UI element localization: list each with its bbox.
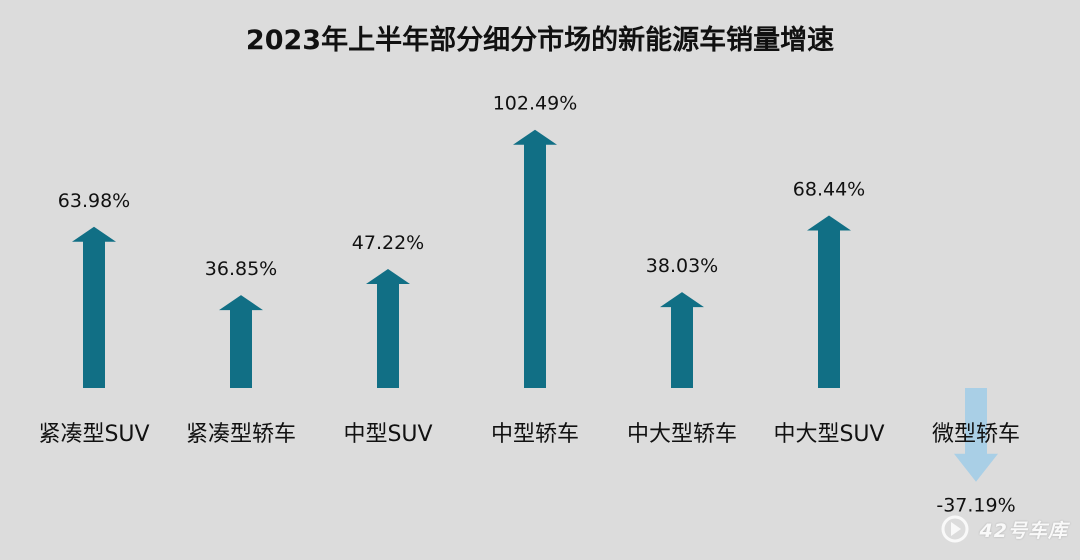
category-label-6: 中大型SUV	[773, 422, 884, 447]
arrow-bar-1	[72, 226, 116, 388]
category-label-4: 中型轿车	[491, 422, 579, 447]
category-label-7: 微型轿车	[932, 422, 1020, 447]
value-label-5: 38.03%	[646, 255, 718, 277]
value-label-7: -37.19%	[936, 495, 1015, 517]
arrow-bar-7	[954, 388, 998, 482]
category-label-5: 中大型轿车	[627, 422, 737, 447]
arrow-bar-2	[219, 295, 263, 388]
category-label-2: 紧凑型轿车	[186, 422, 296, 447]
value-label-6: 68.44%	[793, 179, 865, 201]
watermark: 42号车库	[940, 514, 1068, 544]
category-label-1: 紧凑型SUV	[38, 422, 149, 447]
arrow-bar-6	[807, 215, 851, 388]
value-label-4: 102.49%	[493, 93, 578, 115]
category-label-3: 中型SUV	[343, 422, 432, 447]
arrow-bar-5	[660, 292, 704, 388]
watermark-logo-icon	[941, 515, 969, 543]
value-label-2: 36.85%	[205, 258, 277, 280]
chart-title: 2023年上半年部分细分市场的新能源车销量增速	[245, 25, 835, 56]
value-label-3: 47.22%	[352, 232, 424, 254]
value-label-1: 63.98%	[58, 190, 130, 212]
arrow-bar-4	[513, 129, 557, 388]
watermark-text: 42号车库	[979, 519, 1068, 542]
arrow-bar-3	[366, 269, 410, 388]
